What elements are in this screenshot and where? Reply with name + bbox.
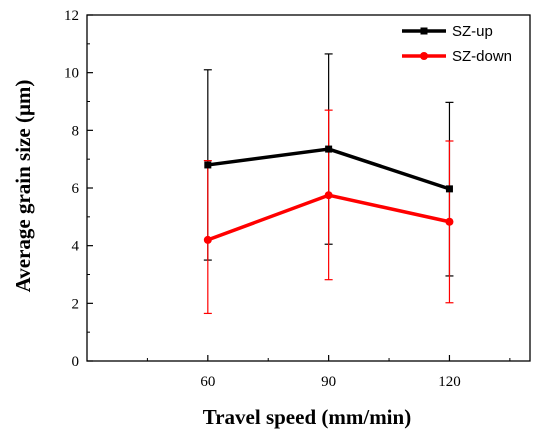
y-tick-label: 8 xyxy=(72,123,80,139)
y-axis: 0 2 4 6 8 10 12 xyxy=(64,8,93,370)
data-point xyxy=(204,161,212,169)
legend: SZ-up SZ-down xyxy=(402,23,512,65)
y-tick-label: 0 xyxy=(72,354,80,370)
x-axis: 60 90 120 xyxy=(146,355,511,390)
series-markers xyxy=(203,145,454,244)
y-tick-label: 12 xyxy=(64,8,79,24)
plot-frame xyxy=(86,14,531,362)
data-point xyxy=(324,191,333,200)
y-axis-title: Average grain size (μm) xyxy=(11,80,35,293)
data-point xyxy=(445,185,453,193)
y-tick-label: 4 xyxy=(72,239,80,255)
y-tick-label: 2 xyxy=(72,296,80,312)
legend-marker xyxy=(420,27,428,35)
x-tick-label: 60 xyxy=(200,374,215,390)
error-bars xyxy=(203,53,454,315)
legend-label: SZ-up xyxy=(452,23,493,40)
y-tick-label: 6 xyxy=(72,181,80,197)
legend-label: SZ-down xyxy=(452,48,512,65)
x-tick-label: 90 xyxy=(321,374,336,390)
x-axis-title: Travel speed (mm/min) xyxy=(203,405,411,429)
data-point xyxy=(203,235,212,244)
data-point xyxy=(325,145,333,153)
data-point xyxy=(445,217,454,226)
legend-marker xyxy=(420,52,428,60)
x-tick-label: 120 xyxy=(438,374,461,390)
y-tick-label: 10 xyxy=(64,66,79,82)
plot-border xyxy=(86,14,531,362)
